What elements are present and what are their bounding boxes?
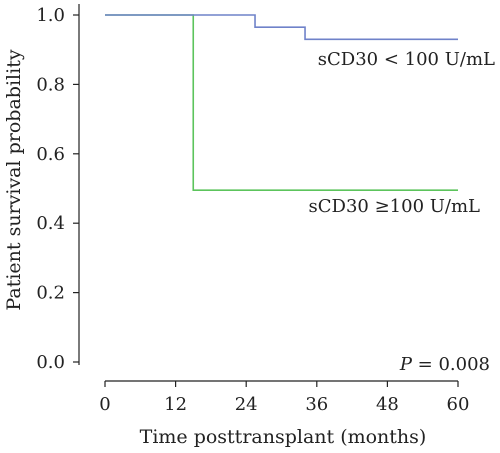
y-tick-label: 0.2 xyxy=(36,283,65,304)
survival-curves xyxy=(105,14,458,192)
x-tick-label: 24 xyxy=(235,394,258,415)
y-ticks: 0.0 0.2 0.4 0.6 0.8 1.0 xyxy=(36,5,79,373)
x-tick-label: 12 xyxy=(164,394,187,415)
y-tick-label: 0.6 xyxy=(36,144,65,165)
y-tick-label: 0.8 xyxy=(36,74,65,95)
x-tick-label: 48 xyxy=(376,394,399,415)
series-label-high: sCD30 ≥100 U/mL xyxy=(309,196,481,217)
survival-curve-high xyxy=(105,14,458,192)
survival-curve-low xyxy=(105,14,458,41)
x-tick-label: 0 xyxy=(99,394,110,415)
y-axis-title: Patient survival probability xyxy=(3,49,25,310)
y-tick-label: 0.0 xyxy=(36,352,65,373)
y-tick-label: 0.4 xyxy=(36,213,65,234)
x-axis-title: Time posttransplant (months) xyxy=(140,426,427,448)
series-label-low: sCD30 < 100 U/mL xyxy=(318,49,495,70)
x-tick-label: 60 xyxy=(447,394,470,415)
series-labels: sCD30 < 100 U/mL sCD30 ≥100 U/mL xyxy=(309,49,496,217)
x-ticks: 0 12 24 36 48 60 xyxy=(99,381,469,415)
x-tick-label: 36 xyxy=(305,394,328,415)
y-tick-label: 1.0 xyxy=(36,5,65,26)
p-value-annotation: P = 0.008 xyxy=(399,354,490,375)
axes xyxy=(78,4,458,382)
